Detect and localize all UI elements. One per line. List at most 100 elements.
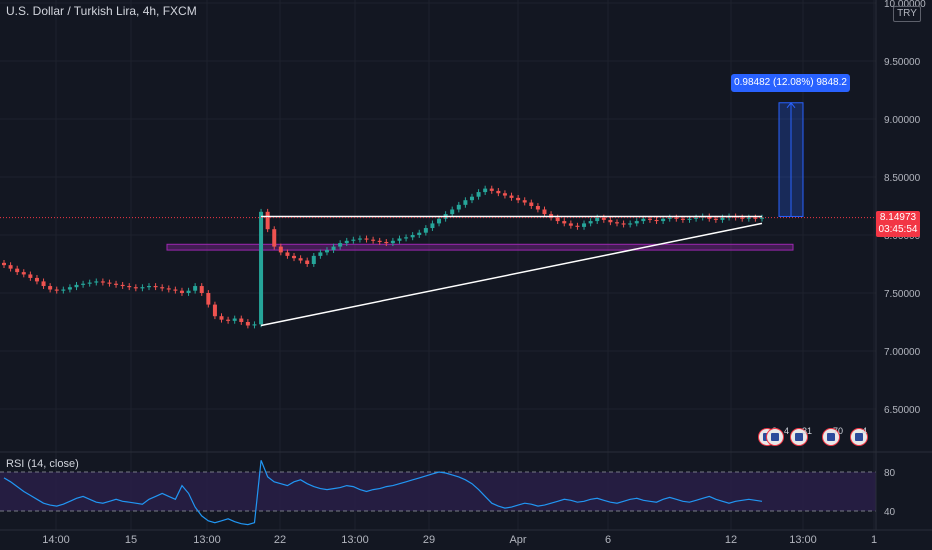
candle — [529, 202, 534, 206]
rsi-band — [0, 472, 876, 511]
candle — [140, 287, 145, 289]
candle — [133, 287, 138, 289]
event-count: 4 — [784, 426, 790, 436]
event-count: 31 — [802, 426, 813, 436]
price-tick-label: 9.50000 — [884, 57, 921, 68]
candle — [252, 324, 257, 326]
us-flag-icon[interactable] — [766, 428, 784, 446]
candle — [535, 206, 540, 210]
time-tick-label: 13:00 — [789, 534, 817, 546]
candle — [41, 281, 46, 287]
candle — [694, 217, 699, 219]
time-axis-labels: 14:00 15 13:00 22 13:00 29 Apr 6 12 13:00 1 — [42, 534, 877, 546]
candle — [324, 250, 329, 253]
price-tick-label: 10.00000 — [884, 0, 926, 10]
measure-label[interactable]: 0.98482 (12.08%) 9848.2 — [731, 74, 850, 92]
candle — [34, 277, 39, 282]
candle — [87, 282, 92, 284]
candle — [15, 268, 20, 273]
candle — [476, 192, 481, 197]
currency-button[interactable]: TRY — [893, 6, 921, 22]
candle — [555, 217, 560, 222]
candle — [298, 258, 303, 261]
candle — [338, 243, 343, 247]
candle — [575, 225, 580, 227]
candle — [674, 217, 679, 219]
rsi-axis-labels: 80 40 — [884, 468, 896, 518]
candle — [384, 241, 389, 244]
candle — [127, 286, 132, 288]
candle — [654, 219, 659, 222]
candle — [239, 318, 244, 322]
candle — [94, 281, 99, 283]
us-flag-icon[interactable] — [850, 428, 868, 446]
candle — [450, 209, 455, 215]
candle — [410, 235, 415, 238]
drawings — [0, 101, 876, 327]
last-price-badge: 8.14973 03:45:54 — [876, 211, 920, 237]
candle — [265, 211, 270, 230]
time-tick-label: 12 — [725, 534, 737, 546]
time-tick-label: 6 — [605, 534, 611, 546]
candle — [272, 229, 277, 247]
candle — [61, 289, 66, 291]
candle — [232, 318, 237, 321]
candle — [54, 289, 59, 291]
candle — [166, 288, 171, 290]
candle — [601, 217, 606, 220]
candle — [259, 211, 264, 325]
candle — [634, 221, 639, 224]
chart-title: U.S. Dollar / Turkish Lira, 4h, FXCM — [6, 4, 197, 18]
candle — [614, 222, 619, 224]
candle — [588, 221, 593, 224]
candle — [621, 223, 626, 225]
us-flag-icon[interactable] — [822, 428, 840, 446]
candle — [371, 239, 376, 241]
candle — [720, 217, 725, 220]
candle — [186, 290, 191, 293]
candle — [2, 262, 6, 266]
candle — [713, 218, 718, 220]
candle — [417, 232, 422, 235]
candle — [212, 304, 217, 317]
price-tick-label: 7.50000 — [884, 289, 921, 300]
candle — [305, 260, 310, 264]
candle — [67, 287, 72, 290]
time-tick-label: 14:00 — [42, 534, 70, 546]
candle — [582, 223, 587, 227]
candle — [760, 217, 764, 219]
candle — [707, 216, 712, 219]
candle — [746, 217, 751, 219]
candle — [153, 286, 158, 288]
candle — [292, 255, 297, 259]
candle — [351, 239, 356, 241]
candle — [437, 218, 442, 224]
candle — [318, 252, 323, 256]
rsi-label: RSI (14, close) — [6, 458, 79, 470]
candle — [568, 223, 573, 226]
candle — [509, 195, 514, 198]
event-count: 4 — [862, 426, 868, 436]
candle — [357, 238, 362, 240]
price-axis-labels: 10.000009.500009.000008.500008.000007.50… — [884, 0, 926, 416]
candle — [463, 200, 468, 205]
candle — [469, 196, 474, 201]
rsi-tick-label: 40 — [884, 507, 896, 518]
candle — [206, 293, 211, 305]
support-zone-rect — [166, 243, 794, 251]
bar-countdown: 03:45:54 — [878, 224, 918, 235]
measure-arrow-head — [786, 101, 796, 109]
us-flag-icon[interactable] — [790, 428, 808, 446]
time-tick-label: 13:00 — [193, 534, 221, 546]
candle — [608, 219, 613, 223]
candle — [48, 286, 53, 290]
candle — [173, 289, 178, 291]
candle — [120, 284, 125, 287]
candle — [377, 240, 382, 242]
candle — [107, 282, 112, 284]
trendline — [260, 222, 763, 327]
candle — [21, 272, 26, 275]
candle — [28, 274, 33, 278]
candle — [390, 240, 395, 244]
